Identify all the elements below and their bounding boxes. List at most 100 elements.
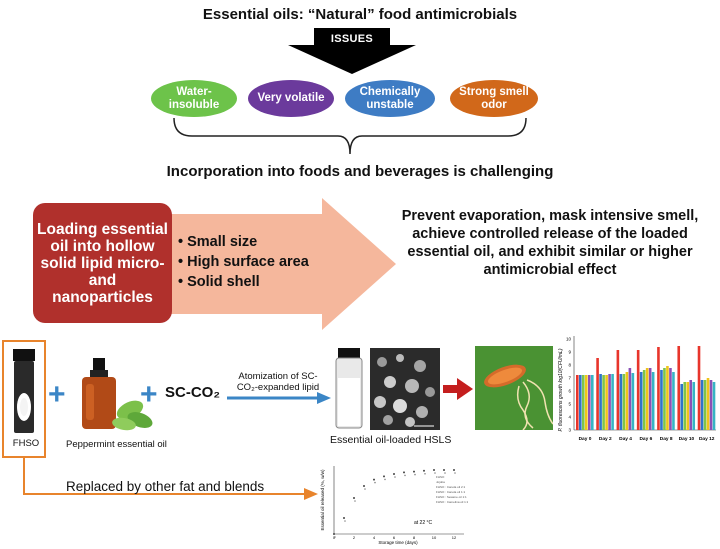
bar	[625, 372, 629, 430]
bar	[677, 346, 681, 430]
bar	[648, 368, 652, 430]
plus-icon: +	[140, 378, 158, 411]
result-statement: Prevent evaporation, mask intensive smel…	[401, 208, 699, 278]
line-point	[403, 471, 405, 474]
line-point	[453, 469, 455, 471]
bar-chart-ytick: 7	[568, 376, 571, 381]
bar-chart-ytick: 3	[568, 428, 571, 433]
line-chart-xtick: 12	[452, 535, 457, 540]
bar	[703, 380, 707, 430]
bar	[596, 358, 599, 430]
bar	[672, 372, 675, 430]
fhso-box	[2, 340, 46, 458]
bar-chart-ytick: 4	[568, 415, 571, 420]
bar-chart-yticks: 3 4 5 6 7 8 9 10	[566, 337, 572, 433]
bar-chart-xlabels: Day 0 Day 2 Day 4 Day 6 Day 8 Day 10 Day 12	[579, 436, 715, 442]
line-point	[444, 472, 446, 474]
line-chart-xtick: 0	[333, 535, 336, 540]
bar	[576, 375, 579, 430]
line-point	[354, 500, 356, 502]
bar	[663, 368, 666, 430]
bar	[582, 375, 585, 430]
line-point	[443, 469, 445, 471]
bar-chart-ytick: 10	[566, 337, 572, 342]
hsls-vial-icon	[335, 348, 363, 429]
fhso-label: FHSO	[12, 438, 40, 449]
line-point	[433, 469, 435, 471]
bar	[602, 375, 605, 430]
bar	[712, 382, 716, 430]
sc-co2-label: SC-CO₂	[165, 384, 220, 401]
line-point	[373, 478, 375, 481]
issue-chemically-unstable: Chemically unstable	[345, 80, 435, 117]
line-point	[343, 517, 345, 519]
line-point	[364, 488, 366, 490]
line-point	[424, 473, 426, 475]
bar	[605, 375, 608, 430]
line-point	[334, 536, 336, 538]
issues-arrow	[288, 28, 416, 74]
bar-chart-xlabel: Day 10	[679, 436, 695, 442]
release-line-chart: Essential oil released (%, w/w) 0 2 4 6 8 10 1…	[320, 466, 468, 545]
line-chart-legend-item: FHSO	[436, 475, 445, 479]
bar	[660, 370, 663, 430]
line-chart-xtick: 2	[353, 535, 356, 540]
bar-chart-xlabel: Day 12	[699, 436, 715, 442]
bar	[680, 384, 684, 430]
line-chart-xlabel: Storage time (days)	[378, 540, 418, 545]
line-point	[414, 473, 416, 476]
hsls-label: Essential oil-loaded HSLS	[330, 434, 452, 446]
bar-chart-xlabel: Day 4	[619, 436, 632, 442]
line-point	[394, 476, 396, 478]
bar-chart-xlabel: Day 8	[660, 436, 673, 442]
bar	[579, 375, 582, 430]
line-chart-ylabel: Essential oil released (%, w/w)	[320, 469, 325, 531]
bar	[683, 382, 687, 430]
bar	[636, 350, 640, 430]
line-point	[353, 497, 355, 499]
bar-chart-ytick: 9	[568, 350, 571, 355]
bar	[616, 350, 620, 430]
bar	[591, 375, 594, 430]
bar	[631, 373, 635, 430]
bar-chart-xlabel: Day 0	[579, 436, 592, 442]
bar	[645, 368, 649, 430]
bacteria-icon	[475, 346, 553, 430]
atomization-label: Atomization of SC-CO₂-expanded lipid	[236, 371, 320, 393]
bar	[697, 346, 701, 430]
line-chart-xtick: 10	[432, 535, 437, 540]
line-chart-xticks: 0 2 4 6 8 10 12	[333, 535, 457, 540]
bar-chart-ytick: 8	[568, 363, 571, 368]
line-chart-legend-item: FHSO : Canola oil 2:1	[436, 485, 466, 489]
issue-water-insoluble: Water-insoluble	[151, 80, 237, 117]
line-point	[344, 520, 346, 522]
feature-item: • Small size	[178, 234, 258, 250]
bar	[686, 382, 690, 430]
line-point	[423, 469, 425, 472]
line-chart-xtick: 4	[373, 535, 376, 540]
bar-chart-ylabel: P. fluorescens growth log10(CFU/mL)	[558, 348, 564, 431]
bar-chart-ytick: 6	[568, 389, 571, 394]
line-chart-legend-item: FHSO : Camelina oil 1:1	[436, 500, 468, 504]
fhso-vial-icon	[13, 349, 35, 433]
bar	[628, 368, 632, 430]
line-chart-annotation: at 22 °C	[414, 520, 433, 526]
bar	[608, 374, 611, 430]
line-chart-xtick: 6	[393, 535, 396, 540]
line-point	[393, 473, 395, 475]
line-chart-legend-item: FHSO : Canola oil 1:1	[436, 490, 466, 494]
line-point	[384, 478, 386, 481]
bar	[599, 374, 602, 430]
growth-bar-chart: P. fluorescens growth log10(CFU/mL) 3 4 5 6…	[558, 336, 716, 442]
bar-chart-xlabel: Day 2	[599, 436, 612, 442]
challenge-statement: Incorporation into foods and beverages i…	[166, 163, 554, 180]
atomization-arrow	[227, 392, 331, 404]
replacement-connector	[23, 458, 318, 500]
feature-list: • Small size • High surface area • Solid…	[178, 232, 309, 292]
plus-icon: +	[48, 378, 66, 411]
line-chart-legend-item: Jojoba	[436, 480, 445, 484]
issues-label: ISSUES	[330, 33, 374, 45]
issue-very-volatile: Very volatile	[248, 80, 334, 117]
line-point	[434, 472, 436, 474]
